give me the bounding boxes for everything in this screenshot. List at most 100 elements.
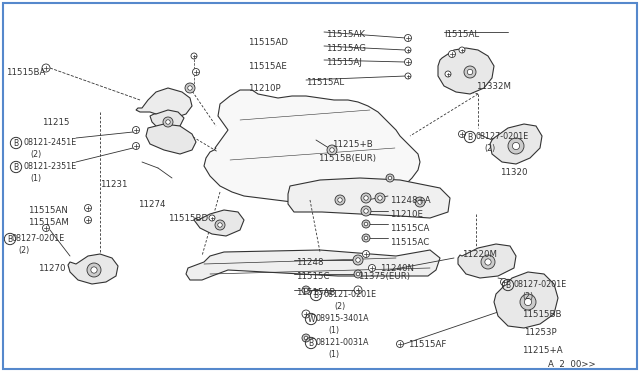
- Text: 11210E: 11210E: [390, 210, 423, 219]
- Circle shape: [364, 222, 368, 226]
- Text: 11515AM: 11515AM: [28, 218, 69, 227]
- Text: 11231: 11231: [100, 180, 127, 189]
- Circle shape: [91, 267, 97, 273]
- Text: 11515AE: 11515AE: [248, 62, 287, 71]
- Text: 08121-0201E: 08121-0201E: [324, 290, 377, 299]
- Circle shape: [354, 286, 362, 294]
- Polygon shape: [494, 272, 558, 328]
- Text: 11215+A: 11215+A: [522, 346, 563, 355]
- Text: 11515AF: 11515AF: [408, 340, 446, 349]
- Circle shape: [362, 250, 369, 257]
- Polygon shape: [136, 88, 192, 118]
- Polygon shape: [186, 250, 440, 280]
- Text: 11248+A: 11248+A: [390, 196, 431, 205]
- Circle shape: [302, 334, 310, 342]
- Text: 11515AN: 11515AN: [28, 206, 68, 215]
- Text: 11515AL: 11515AL: [306, 78, 344, 87]
- Circle shape: [338, 198, 342, 202]
- Circle shape: [364, 236, 368, 240]
- Circle shape: [354, 270, 362, 278]
- Circle shape: [362, 220, 370, 228]
- Circle shape: [404, 58, 412, 65]
- Circle shape: [449, 51, 456, 58]
- Circle shape: [163, 117, 173, 127]
- Circle shape: [304, 336, 308, 340]
- Text: (1): (1): [30, 174, 41, 183]
- Text: 11515BA: 11515BA: [6, 68, 45, 77]
- Circle shape: [467, 69, 473, 75]
- Text: 11215+B: 11215+B: [332, 140, 372, 149]
- Text: 08127-0201E: 08127-0201E: [514, 280, 567, 289]
- Circle shape: [84, 217, 92, 224]
- Circle shape: [459, 47, 465, 53]
- Text: B: B: [13, 163, 19, 171]
- Circle shape: [335, 195, 345, 205]
- Circle shape: [209, 215, 215, 221]
- Text: 11515BB: 11515BB: [522, 310, 561, 319]
- Text: 11332M: 11332M: [476, 82, 511, 91]
- Text: 11240N: 11240N: [380, 264, 414, 273]
- Text: B: B: [13, 138, 19, 148]
- Circle shape: [193, 68, 200, 76]
- Circle shape: [364, 209, 368, 213]
- Text: B: B: [308, 339, 314, 347]
- Circle shape: [364, 196, 368, 200]
- Text: 11210P: 11210P: [248, 84, 280, 93]
- Text: 11253P: 11253P: [524, 328, 557, 337]
- Circle shape: [361, 206, 371, 216]
- Circle shape: [485, 259, 491, 265]
- Circle shape: [405, 47, 411, 53]
- Text: B: B: [8, 234, 13, 244]
- Text: B: B: [467, 132, 472, 141]
- Text: W: W: [307, 314, 315, 324]
- Text: 11270: 11270: [38, 264, 65, 273]
- Text: (2): (2): [522, 292, 533, 301]
- Circle shape: [369, 264, 376, 272]
- Circle shape: [87, 263, 101, 277]
- Circle shape: [445, 71, 451, 77]
- Circle shape: [330, 148, 334, 152]
- Circle shape: [302, 286, 310, 294]
- Text: (1): (1): [328, 326, 339, 335]
- Circle shape: [386, 174, 394, 182]
- Circle shape: [481, 255, 495, 269]
- Polygon shape: [288, 178, 450, 218]
- Circle shape: [361, 193, 371, 203]
- Circle shape: [356, 258, 360, 262]
- Circle shape: [458, 131, 465, 138]
- Text: B: B: [314, 291, 319, 299]
- Circle shape: [524, 298, 532, 306]
- Text: 08127-0201E: 08127-0201E: [12, 234, 65, 243]
- Polygon shape: [150, 110, 184, 130]
- Text: (2): (2): [18, 246, 29, 255]
- Text: 11515AB: 11515AB: [296, 288, 335, 297]
- Text: B: B: [506, 280, 511, 289]
- Text: 11515CA: 11515CA: [390, 224, 429, 233]
- Circle shape: [415, 197, 425, 207]
- Circle shape: [191, 53, 197, 59]
- Circle shape: [378, 196, 382, 200]
- Polygon shape: [490, 124, 542, 164]
- Circle shape: [327, 145, 337, 155]
- Circle shape: [520, 294, 536, 310]
- Circle shape: [397, 340, 403, 347]
- Circle shape: [218, 223, 222, 227]
- Text: 11375(EUR): 11375(EUR): [358, 272, 410, 281]
- Text: 08127-0201E: 08127-0201E: [476, 132, 529, 141]
- Text: 08121-2351E: 08121-2351E: [24, 162, 77, 171]
- Polygon shape: [68, 254, 118, 284]
- Circle shape: [500, 279, 508, 285]
- Circle shape: [356, 272, 360, 276]
- Text: 11515AK: 11515AK: [326, 30, 365, 39]
- Polygon shape: [194, 210, 244, 236]
- Text: 08915-3401A: 08915-3401A: [316, 314, 370, 323]
- Text: A  2  00>>: A 2 00>>: [548, 360, 596, 369]
- Circle shape: [353, 255, 363, 265]
- Text: 08121-2451E: 08121-2451E: [24, 138, 77, 147]
- Text: (1): (1): [328, 350, 339, 359]
- Circle shape: [84, 205, 92, 212]
- Circle shape: [508, 138, 524, 154]
- Circle shape: [375, 193, 385, 203]
- Text: (2): (2): [30, 150, 41, 159]
- Text: 11220M: 11220M: [462, 250, 497, 259]
